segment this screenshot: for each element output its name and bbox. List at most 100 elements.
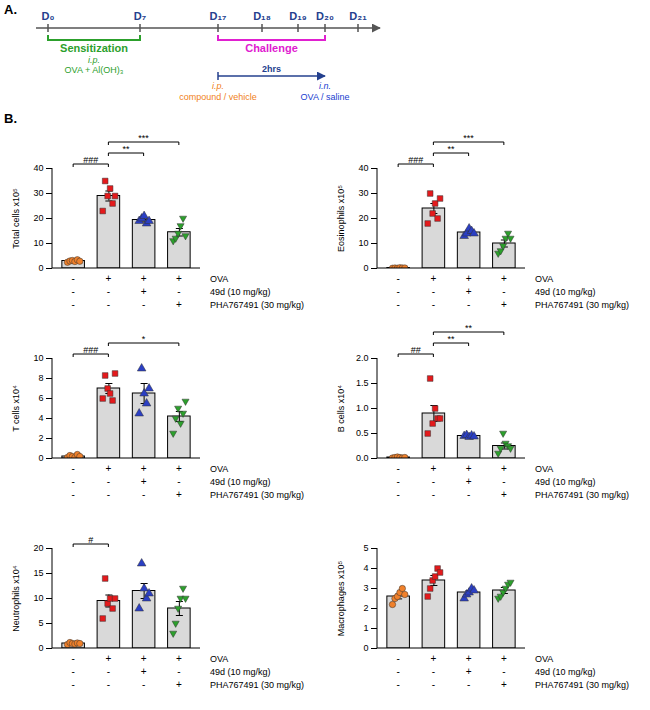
svg-text:10: 10: [33, 238, 43, 248]
svg-text:+: +: [141, 463, 147, 474]
svg-text:10: 10: [358, 238, 368, 248]
svg-text:+: +: [105, 463, 111, 474]
svg-text:-: -: [396, 286, 399, 297]
svg-text:-: -: [142, 299, 145, 310]
svg-text:+: +: [105, 273, 111, 284]
svg-text:10: 10: [33, 353, 43, 363]
svg-text:-: -: [396, 653, 399, 664]
svg-text:D₁₈: D₁₈: [253, 10, 271, 22]
svg-text:+: +: [430, 463, 436, 474]
svg-text:5: 5: [363, 543, 368, 553]
svg-text:-: -: [502, 476, 505, 487]
svg-text:OVA: OVA: [210, 274, 228, 284]
svg-text:-: -: [71, 299, 74, 310]
svg-text:D₇: D₇: [134, 10, 146, 22]
svg-text:-: -: [177, 666, 180, 677]
svg-text:OVA: OVA: [210, 654, 228, 664]
svg-text:+: +: [176, 299, 182, 310]
svg-text:Macrophages x10⁵: Macrophages x10⁵: [336, 561, 346, 637]
svg-text:OVA: OVA: [535, 274, 553, 284]
svg-text:49d (10 mg/kg): 49d (10 mg/kg): [210, 477, 271, 487]
svg-text:Sensitization: Sensitization: [60, 42, 128, 54]
svg-text:-: -: [432, 299, 435, 310]
svg-text:4: 4: [363, 563, 368, 573]
svg-text:0: 0: [38, 643, 43, 653]
svg-text:-: -: [432, 286, 435, 297]
svg-text:2hrs: 2hrs: [262, 64, 281, 74]
svg-text:49d (10 mg/kg): 49d (10 mg/kg): [210, 287, 271, 297]
svg-text:0: 0: [38, 263, 43, 273]
svg-text:+: +: [141, 476, 147, 487]
svg-text:-: -: [396, 666, 399, 677]
svg-text:+: +: [466, 273, 472, 284]
svg-text:-: -: [71, 286, 74, 297]
svg-text:A.: A.: [4, 2, 17, 17]
svg-text:-: -: [71, 489, 74, 500]
svg-text:5: 5: [38, 618, 43, 628]
svg-text:-: -: [71, 476, 74, 487]
svg-text:-: -: [107, 666, 110, 677]
svg-text:1.0: 1.0: [356, 403, 369, 413]
svg-text:+: +: [501, 299, 507, 310]
svg-text:-: -: [502, 666, 505, 677]
svg-text:40: 40: [358, 163, 368, 173]
svg-text:-: -: [71, 273, 74, 284]
svg-text:+: +: [501, 679, 507, 690]
svg-text:-: -: [396, 489, 399, 500]
svg-text:-: -: [396, 463, 399, 474]
svg-text:i.n.: i.n.: [319, 81, 331, 91]
svg-text:-: -: [432, 666, 435, 677]
svg-text:**: **: [465, 323, 473, 333]
svg-text:+: +: [466, 666, 472, 677]
svg-text:+: +: [141, 273, 147, 284]
svg-text:+: +: [176, 463, 182, 474]
svg-text:OVA: OVA: [535, 464, 553, 474]
svg-text:-: -: [107, 489, 110, 500]
svg-text:##: ##: [411, 345, 421, 355]
svg-text:+: +: [141, 286, 147, 297]
svg-text:49d (10 mg/kg): 49d (10 mg/kg): [535, 477, 596, 487]
svg-text:+: +: [466, 653, 472, 664]
svg-text:0: 0: [363, 263, 368, 273]
svg-text:-: -: [71, 463, 74, 474]
svg-text:***: ***: [463, 133, 474, 143]
svg-text:+: +: [466, 476, 472, 487]
svg-text:PHA767491 (30 mg/kg): PHA767491 (30 mg/kg): [210, 680, 304, 690]
svg-text:2.0: 2.0: [356, 353, 369, 363]
svg-text:OVA / saline: OVA / saline: [301, 92, 350, 102]
svg-text:20: 20: [33, 543, 43, 553]
svg-text:+: +: [176, 489, 182, 500]
svg-text:8: 8: [38, 373, 43, 383]
svg-text:T cells x10⁴: T cells x10⁴: [11, 385, 21, 432]
svg-text:**: **: [447, 334, 455, 344]
svg-text:0: 0: [363, 643, 368, 653]
svg-text:-: -: [396, 679, 399, 690]
svg-text:3: 3: [363, 583, 368, 593]
svg-text:-: -: [177, 286, 180, 297]
svg-text:-: -: [107, 286, 110, 297]
svg-text:2: 2: [38, 433, 43, 443]
svg-text:+: +: [466, 463, 472, 474]
svg-text:4: 4: [38, 413, 43, 423]
svg-text:2: 2: [363, 603, 368, 613]
svg-text:**: **: [447, 144, 455, 154]
svg-text:30: 30: [33, 188, 43, 198]
svg-text:20: 20: [33, 213, 43, 223]
svg-text:OVA: OVA: [535, 654, 553, 664]
svg-text:Total cells x10⁵: Total cells x10⁵: [11, 188, 21, 249]
svg-text:PHA767491 (30 mg/kg): PHA767491 (30 mg/kg): [210, 490, 304, 500]
svg-text:-: -: [396, 273, 399, 284]
svg-text:PHA767491 (30 mg/kg): PHA767491 (30 mg/kg): [535, 680, 629, 690]
svg-text:###: ###: [83, 345, 98, 355]
svg-text:-: -: [142, 679, 145, 690]
svg-text:+: +: [501, 463, 507, 474]
svg-text:49d (10 mg/kg): 49d (10 mg/kg): [210, 667, 271, 677]
svg-text:-: -: [467, 299, 470, 310]
svg-text:***: ***: [138, 133, 149, 143]
svg-text:Challenge: Challenge: [245, 42, 298, 54]
svg-text:0.5: 0.5: [356, 428, 369, 438]
svg-text:+: +: [141, 653, 147, 664]
svg-text:+: +: [501, 273, 507, 284]
svg-text:+: +: [501, 489, 507, 500]
svg-text:*: *: [142, 334, 146, 344]
